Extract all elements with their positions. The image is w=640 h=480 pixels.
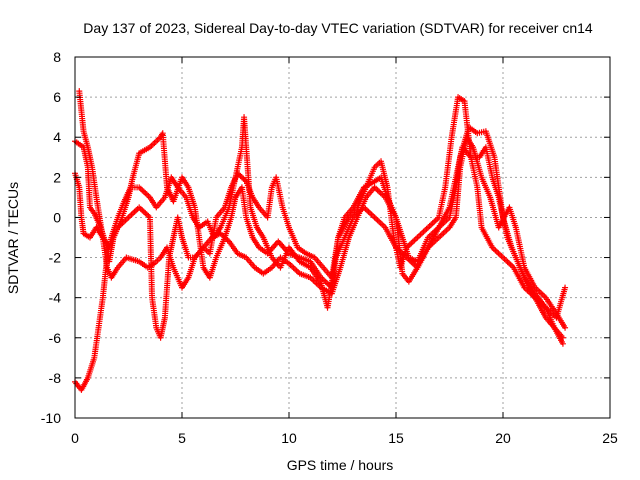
y-tick-label: 8	[53, 49, 61, 65]
chart-title: Day 137 of 2023, Sidereal Day-to-day VTE…	[83, 20, 593, 36]
y-tick-label: 6	[53, 89, 61, 105]
y-axis-label: SDTVAR / TECUs	[5, 182, 21, 294]
y-tick-label: -10	[41, 410, 61, 426]
x-tick-label: 15	[388, 430, 404, 446]
y-tick-label: -8	[49, 370, 62, 386]
y-tick-label: 0	[53, 209, 61, 225]
x-tick-label: 10	[281, 430, 297, 446]
y-tick-label: 4	[53, 129, 61, 145]
y-tick-label: -4	[49, 290, 62, 306]
data-point	[159, 131, 166, 138]
x-tick-label: 5	[178, 430, 186, 446]
y-tick-label: -6	[49, 330, 62, 346]
x-axis-label: GPS time / hours	[287, 457, 394, 473]
y-tick-label: -2	[49, 250, 62, 266]
data-points	[72, 88, 569, 393]
x-tick-label: 0	[71, 430, 79, 446]
x-tick-label: 25	[602, 430, 618, 446]
data-point	[562, 284, 569, 291]
plot-frame	[74, 56, 611, 419]
y-tick-label: 2	[53, 169, 61, 185]
data-point	[559, 340, 566, 347]
data-point	[562, 324, 569, 331]
x-tick-label: 20	[495, 430, 511, 446]
axis-ticks: 0 5 10 15 20 25 -10 -8 -6 -4 -2 0 2 4 6 8	[41, 49, 618, 446]
